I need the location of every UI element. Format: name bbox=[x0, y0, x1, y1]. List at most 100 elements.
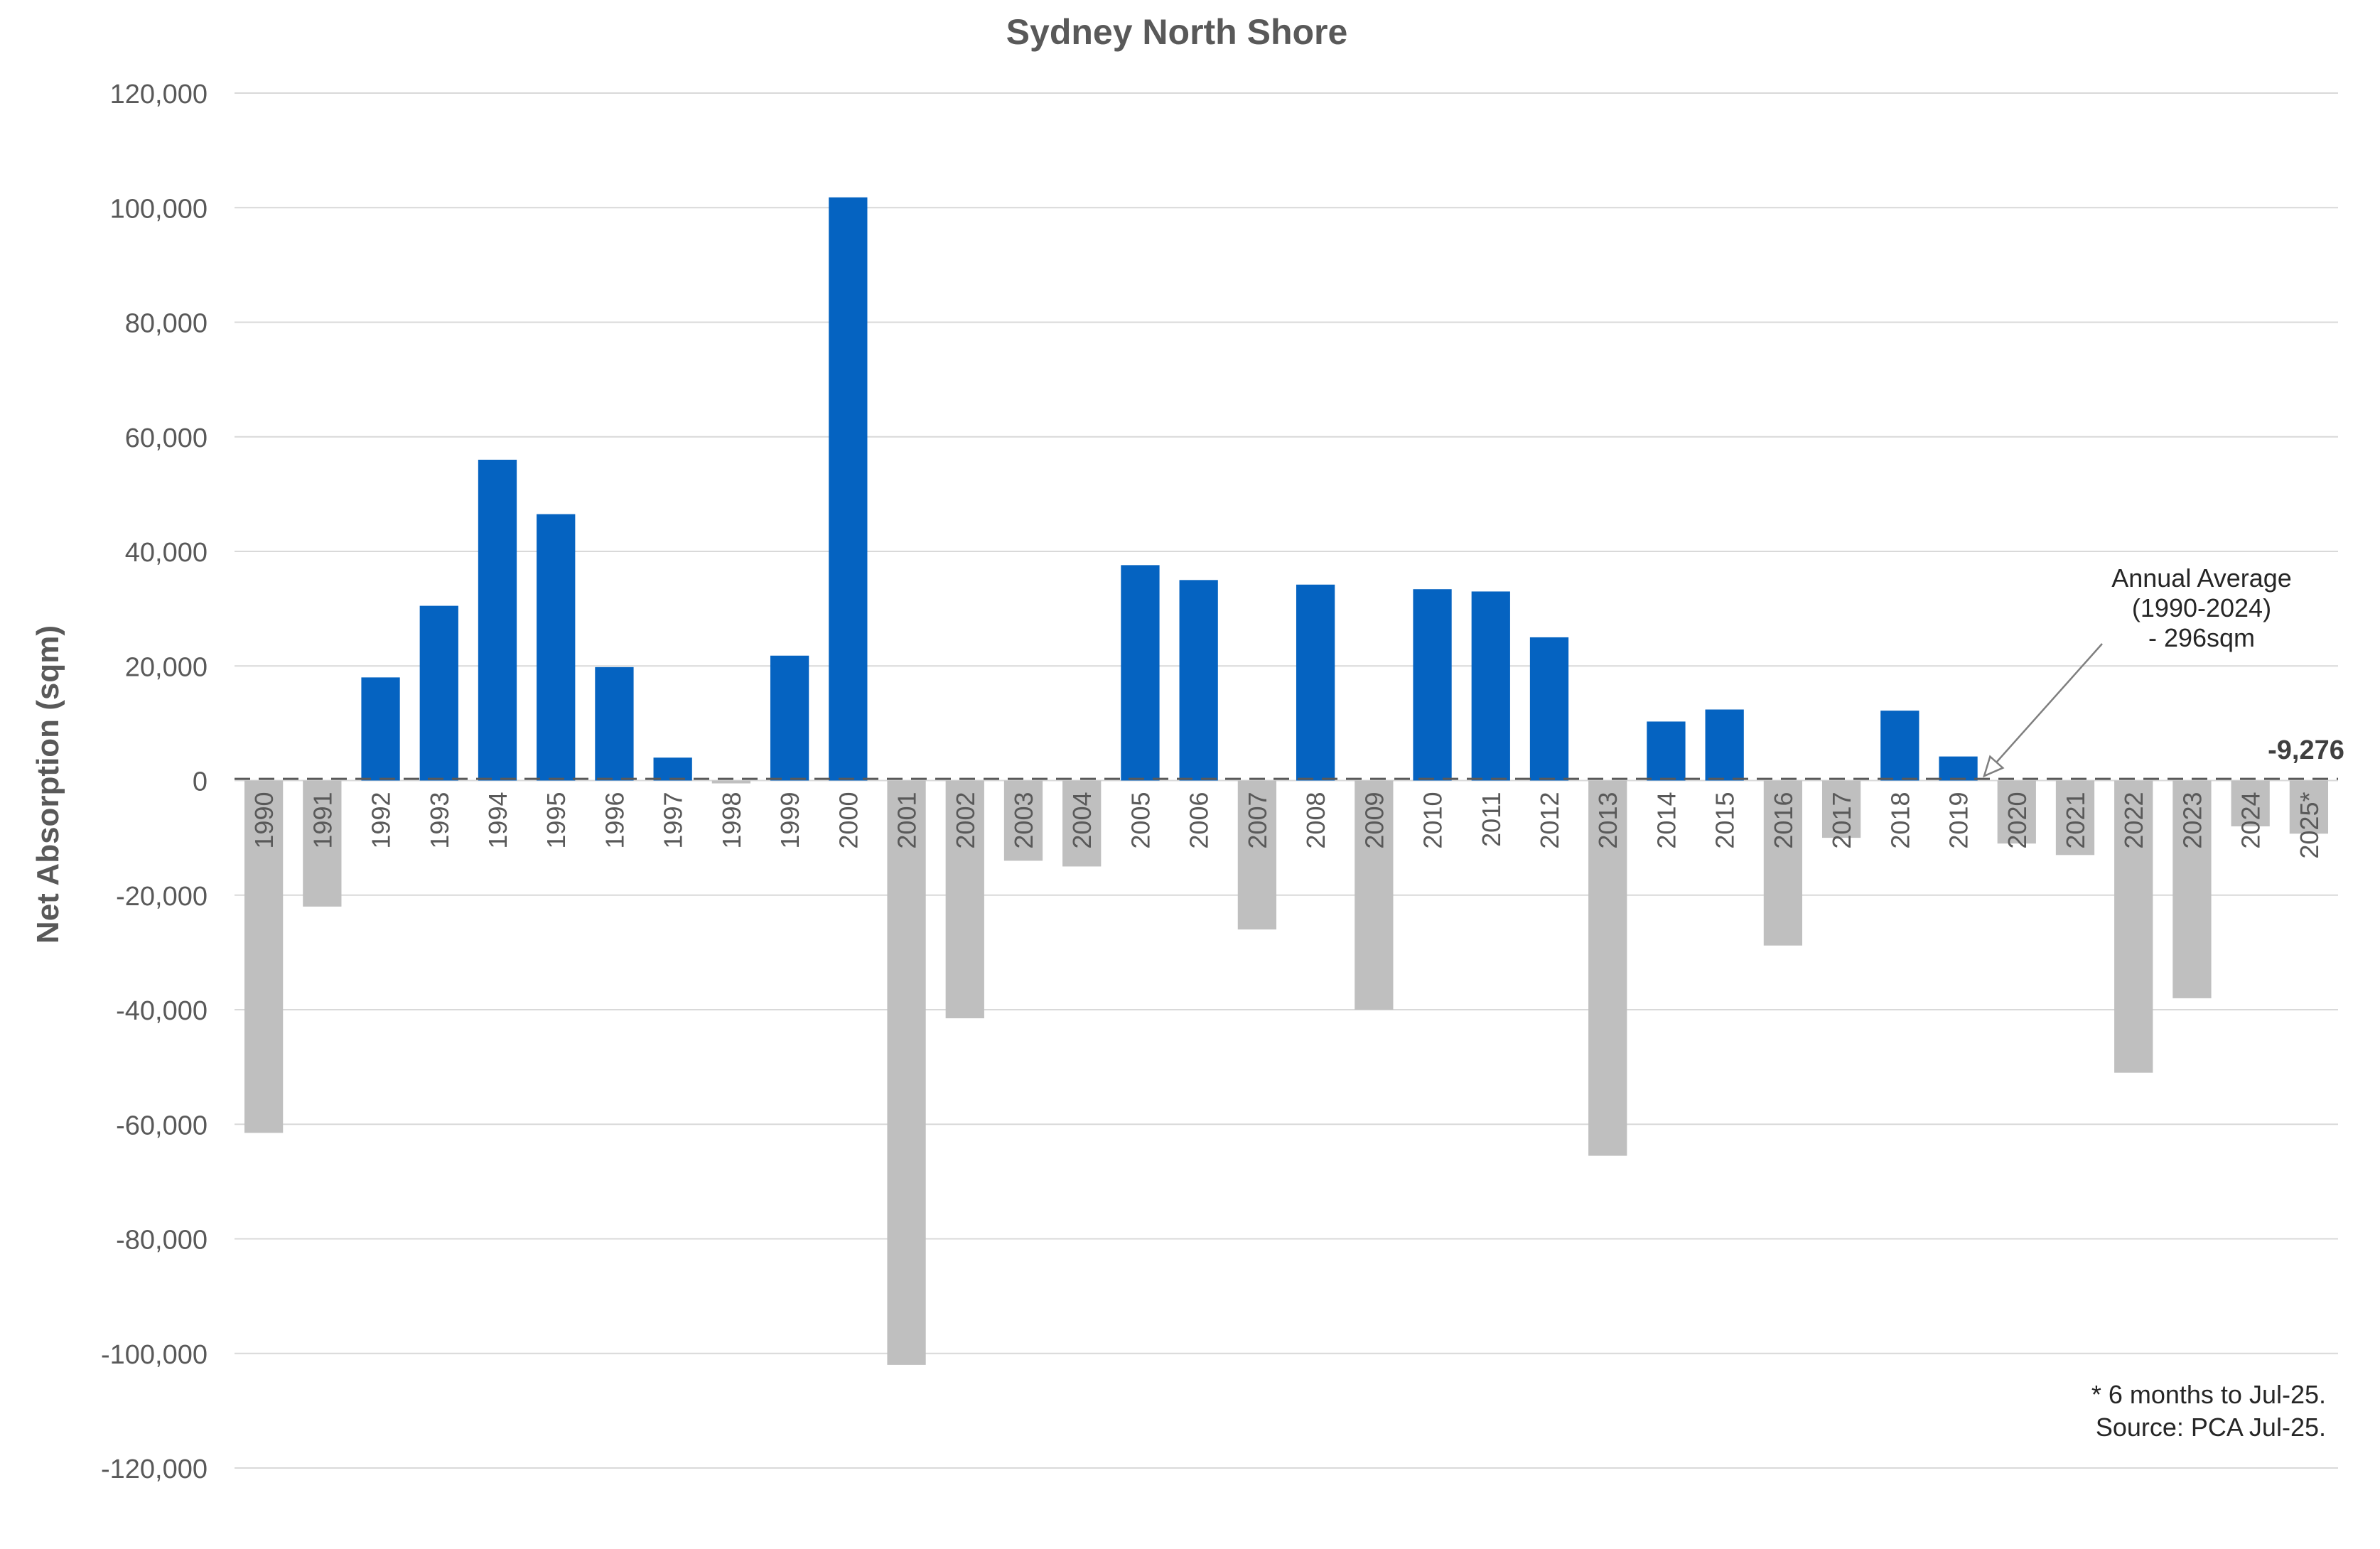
bar-1999 bbox=[770, 655, 809, 781]
x-tick-label: 1992 bbox=[367, 792, 396, 849]
footnote: Source: PCA Jul-25. bbox=[2096, 1413, 2326, 1442]
bar-1992 bbox=[361, 677, 400, 781]
x-tick-label: 2022 bbox=[2119, 792, 2148, 849]
x-tick-label: 2010 bbox=[1418, 792, 1448, 849]
y-tick-label: 40,000 bbox=[125, 538, 208, 568]
bar-2000 bbox=[829, 197, 868, 781]
bar-2009 bbox=[1355, 780, 1394, 1010]
bar-1993 bbox=[419, 605, 458, 781]
x-tick-label: 1993 bbox=[425, 792, 454, 849]
bar-2016 bbox=[1763, 780, 1803, 946]
bar-1997 bbox=[653, 757, 692, 781]
x-tick-label: 2018 bbox=[1885, 792, 1915, 849]
x-tick-label: 2000 bbox=[834, 792, 863, 849]
x-tick-label: 2021 bbox=[2061, 792, 2090, 849]
average-annotation-line: (1990-2024) bbox=[2132, 593, 2271, 622]
bar-2007 bbox=[1237, 780, 1277, 930]
x-tick-label: 2024 bbox=[2236, 792, 2266, 849]
bar-1994 bbox=[478, 460, 517, 781]
x-tick-label: 2020 bbox=[2003, 792, 2032, 849]
x-tick-label: 2016 bbox=[1769, 792, 1798, 849]
y-tick-label: 120,000 bbox=[110, 80, 208, 109]
y-tick-label: -20,000 bbox=[116, 882, 208, 912]
x-tick-label: 2015 bbox=[1711, 792, 1740, 849]
x-tick-label: 1990 bbox=[249, 792, 279, 849]
bars bbox=[244, 197, 2329, 1365]
x-tick-label: 1997 bbox=[659, 792, 688, 849]
gridlines bbox=[235, 92, 2338, 1469]
y-tick-label: -100,000 bbox=[101, 1340, 208, 1370]
bar-2024 bbox=[2231, 780, 2270, 826]
y-axis-title: Net Absorption (sqm) bbox=[31, 625, 65, 944]
x-tick-label: 1994 bbox=[483, 792, 512, 849]
x-tick-label: 2002 bbox=[951, 792, 980, 849]
bar-2013 bbox=[1588, 780, 1627, 1156]
x-tick-label: 2011 bbox=[1477, 792, 1506, 847]
x-tick-label: 2005 bbox=[1126, 792, 1155, 849]
y-tick-label: 20,000 bbox=[125, 652, 208, 682]
x-tick-label: 2008 bbox=[1301, 792, 1330, 849]
bar-2011 bbox=[1471, 591, 1510, 781]
bar-2003 bbox=[1003, 780, 1043, 861]
chart-title: Sydney North Shore bbox=[1006, 12, 1348, 52]
bar-2020 bbox=[1997, 780, 2036, 844]
x-axis-labels: 1990 1991 1992 1993 1994 1995 1996 1997 1998 1999… bbox=[249, 792, 2324, 859]
bar-2006 bbox=[1179, 580, 1218, 781]
bar-2004 bbox=[1062, 780, 1102, 867]
bar-1995 bbox=[537, 514, 576, 781]
y-tick-label: -40,000 bbox=[116, 996, 208, 1026]
x-tick-label: 2014 bbox=[1652, 792, 1681, 849]
x-tick-label: 2007 bbox=[1243, 792, 1272, 849]
footnote: * 6 months to Jul-25. bbox=[2091, 1380, 2326, 1409]
y-tick-label: 60,000 bbox=[125, 423, 208, 453]
bar-2008 bbox=[1296, 584, 1335, 781]
footnotes: * 6 months to Jul-25. Source: PCA Jul-25. bbox=[2091, 1380, 2326, 1442]
x-tick-label: 2003 bbox=[1009, 792, 1038, 849]
y-tick-label: 80,000 bbox=[125, 309, 208, 339]
bar-2017 bbox=[1821, 780, 1861, 838]
x-tick-label: 2023 bbox=[2177, 792, 2207, 849]
x-tick-label: 2001 bbox=[893, 792, 922, 849]
annotation-arrow-line bbox=[1983, 643, 2103, 777]
x-tick-label: 1999 bbox=[775, 792, 804, 849]
bar-2010 bbox=[1413, 589, 1452, 781]
x-tick-label: 1998 bbox=[717, 792, 746, 849]
y-axis-ticks: 120,000 100,000 80,000 60,000 40,000 20,000 0 -… bbox=[101, 80, 208, 1484]
bar-2025 bbox=[2289, 780, 2329, 834]
bar-2023 bbox=[2172, 780, 2212, 998]
last-value-data-label: -9,276 bbox=[2268, 735, 2344, 765]
y-tick-label: 100,000 bbox=[110, 194, 208, 224]
y-tick-label: -120,000 bbox=[101, 1454, 208, 1484]
x-tick-label: 2012 bbox=[1535, 792, 1564, 849]
x-tick-label: 1996 bbox=[600, 792, 629, 849]
x-tick-label: 2009 bbox=[1359, 792, 1389, 849]
y-tick-label: -80,000 bbox=[116, 1226, 208, 1256]
x-tick-label: 2004 bbox=[1067, 792, 1097, 849]
average-annotation-line: Annual Average bbox=[2111, 563, 2292, 593]
x-tick-label: 2013 bbox=[1593, 792, 1622, 849]
x-tick-label: 2025* bbox=[2295, 792, 2324, 859]
y-tick-label: -60,000 bbox=[116, 1111, 208, 1140]
bar-1998 bbox=[711, 780, 751, 784]
bar-2001 bbox=[887, 780, 926, 1365]
average-line-group: Annual Average(1990-2024)- 296sqm bbox=[235, 563, 2338, 780]
bar-2014 bbox=[1647, 721, 1686, 781]
x-tick-label: 2017 bbox=[1827, 792, 1856, 849]
bar-2021 bbox=[2055, 780, 2095, 856]
bar-2005 bbox=[1121, 565, 1160, 781]
bar-2012 bbox=[1529, 637, 1569, 781]
bar-1991 bbox=[303, 780, 342, 907]
bar-2018 bbox=[1880, 711, 1919, 781]
x-tick-label: 2019 bbox=[1944, 792, 1974, 849]
x-tick-label: 1995 bbox=[542, 792, 571, 849]
bar-2002 bbox=[945, 780, 984, 1019]
average-annotation-line: - 296sqm bbox=[2148, 623, 2255, 652]
bar-2015 bbox=[1705, 709, 1744, 781]
bar-2022 bbox=[2114, 780, 2153, 1073]
annotation-arrow-head bbox=[1983, 755, 2005, 778]
x-tick-label: 2006 bbox=[1185, 792, 1214, 849]
x-tick-label: 1991 bbox=[308, 792, 337, 849]
bar-1990 bbox=[244, 780, 284, 1133]
